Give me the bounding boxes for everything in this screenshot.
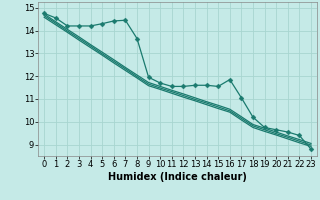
X-axis label: Humidex (Indice chaleur): Humidex (Indice chaleur) [108, 172, 247, 182]
